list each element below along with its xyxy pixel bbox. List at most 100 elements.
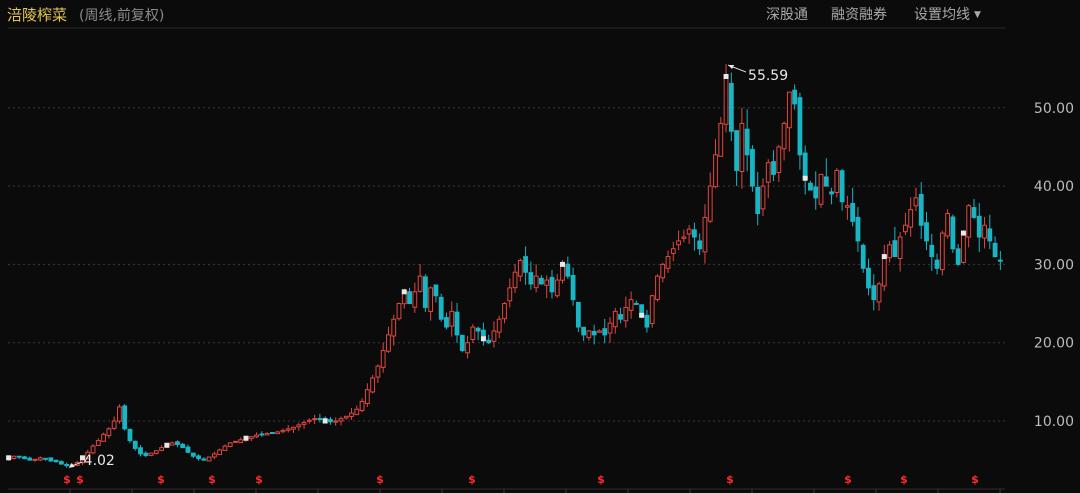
event-marker	[560, 261, 566, 267]
y-tick-label: 50.00	[1034, 101, 1074, 117]
candle-body	[32, 458, 38, 461]
candle-body	[138, 447, 143, 455]
candle-body	[966, 205, 972, 238]
candle-body	[723, 75, 729, 125]
high-arrowhead	[728, 65, 735, 70]
low-arrowhead	[68, 462, 75, 468]
candle-body	[354, 408, 360, 415]
dividend-marker: $	[157, 473, 165, 486]
candle-body	[507, 287, 513, 302]
event-markers	[6, 73, 966, 461]
candle-body	[692, 229, 697, 238]
candle-body	[570, 274, 576, 301]
candle-body	[987, 228, 993, 242]
candle-body	[517, 259, 523, 277]
candle-body	[797, 97, 803, 156]
candle-body	[776, 146, 782, 174]
candle-body	[459, 334, 465, 352]
dividend-marker: $	[468, 473, 476, 486]
candle-body	[676, 240, 681, 246]
candle-body	[992, 242, 998, 258]
candle-body	[955, 248, 961, 265]
candle-body	[349, 412, 354, 417]
candle-body	[982, 224, 987, 239]
ma-settings-button[interactable]: 设置均线 ▼	[914, 4, 981, 24]
candle-body	[417, 275, 423, 292]
chart-period-label: (周线,前复权)	[79, 8, 165, 24]
candle-body	[217, 449, 223, 456]
dividend-marker: $	[63, 473, 71, 486]
candle-body	[934, 259, 940, 269]
candle-body	[248, 436, 254, 439]
candle-body	[903, 224, 908, 233]
candle-body	[686, 228, 692, 235]
candle-body	[386, 334, 391, 352]
candle-body	[111, 420, 117, 429]
candle-body	[43, 457, 48, 460]
candle-body	[929, 244, 935, 258]
candle-body	[396, 303, 402, 320]
y-tick-label: 20.00	[1034, 336, 1074, 352]
candle-body	[744, 128, 750, 156]
event-marker	[322, 418, 328, 424]
candle-body	[206, 456, 212, 462]
candle-body	[364, 389, 370, 405]
candle-body	[64, 464, 70, 467]
candle-body	[607, 322, 613, 334]
candle-body	[839, 170, 845, 203]
candle-body	[739, 122, 745, 173]
event-marker	[723, 73, 729, 79]
candle-body	[792, 89, 798, 105]
candle-body	[333, 420, 339, 423]
y-tick-label: 10.00	[1034, 414, 1074, 430]
candle-body	[301, 422, 307, 425]
candle-body	[628, 299, 634, 311]
sz-connect-button[interactable]: 深股通	[766, 7, 808, 23]
candle-body	[127, 428, 133, 442]
candle-body	[375, 365, 381, 378]
candle-body	[750, 148, 755, 187]
candle-body	[122, 405, 128, 430]
candle-body	[444, 317, 449, 328]
event-marker	[639, 312, 645, 318]
dividend-marker: $	[255, 473, 263, 486]
candle-body	[655, 275, 660, 300]
candle-body	[412, 291, 418, 308]
bottom-axis	[8, 488, 1005, 493]
candle-body	[264, 433, 270, 436]
dividend-marker: $	[844, 473, 852, 486]
dividend-marker: $	[900, 473, 908, 486]
candle-body	[280, 429, 286, 433]
candle-body	[734, 130, 740, 171]
candle-body	[465, 342, 470, 354]
candle-body	[786, 91, 792, 129]
candle-body	[913, 197, 919, 207]
candle-body	[892, 240, 898, 258]
candle-body	[850, 203, 856, 222]
candle-body	[860, 244, 866, 269]
candle-body	[718, 122, 724, 157]
candle-body	[829, 191, 834, 195]
candle-body	[802, 152, 808, 179]
candle-body	[275, 431, 281, 435]
candle-body	[908, 209, 914, 228]
stock-name[interactable]: 涪陵榨菜	[7, 6, 68, 24]
candle-body	[53, 459, 59, 463]
candle-body	[976, 215, 982, 238]
candle-body	[818, 173, 824, 205]
candle-body	[771, 161, 776, 175]
chevron-down-icon: ▼	[974, 10, 981, 20]
margin-trading-button[interactable]: 融资融券	[831, 7, 887, 23]
candle-body	[90, 445, 96, 454]
candle-body	[765, 162, 771, 183]
event-marker	[164, 442, 170, 448]
event-marker	[401, 289, 407, 295]
candle-body	[148, 452, 154, 456]
candle-body	[871, 285, 877, 301]
candle-body	[27, 457, 33, 461]
annotations: 55.59 4.02	[68, 64, 788, 469]
candle-body	[185, 446, 191, 453]
candle-body	[649, 295, 655, 324]
candle-body	[512, 271, 518, 289]
